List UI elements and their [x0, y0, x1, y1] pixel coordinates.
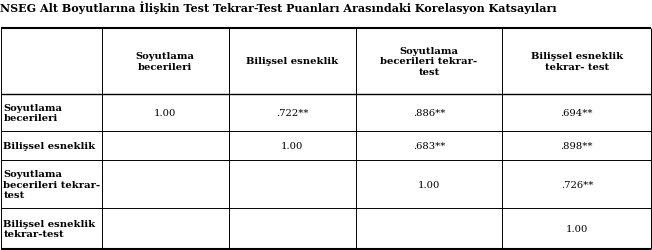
Text: .886**: .886**: [413, 108, 445, 118]
Text: Soyutlama
becerileri: Soyutlama becerileri: [136, 52, 194, 72]
Text: .898**: .898**: [561, 142, 593, 150]
Text: Soyutlama
becerileri tekrar-
test: Soyutlama becerileri tekrar- test: [3, 170, 100, 199]
Text: Bilişsel esneklik: Bilişsel esneklik: [246, 57, 338, 66]
Text: 1.00: 1.00: [154, 108, 176, 118]
Text: .683**: .683**: [413, 142, 445, 150]
Text: Bilişsel esneklik
tekrar- test: Bilişsel esneklik tekrar- test: [531, 52, 623, 72]
Text: .694**: .694**: [561, 108, 593, 118]
Text: 1.00: 1.00: [281, 142, 303, 150]
Text: 1.00: 1.00: [565, 224, 588, 233]
Text: Soyutlama
becerileri: Soyutlama becerileri: [3, 103, 62, 122]
Text: Bilişsel esneklik: Bilişsel esneklik: [3, 142, 95, 150]
Text: Soyutlama
becerileri tekrar-
test: Soyutlama becerileri tekrar- test: [380, 47, 477, 76]
Text: .726**: .726**: [561, 180, 593, 189]
Text: .722**: .722**: [276, 108, 308, 118]
Text: Bilişsel esneklik
tekrar-test: Bilişsel esneklik tekrar-test: [3, 219, 95, 238]
Text: 1.00: 1.00: [418, 180, 440, 189]
Text: NSEG Alt Boyutlarına İlişkin Test Tekrar-Test Puanları Arasındaki Korelasyon Kat: NSEG Alt Boyutlarına İlişkin Test Tekrar…: [0, 1, 557, 14]
